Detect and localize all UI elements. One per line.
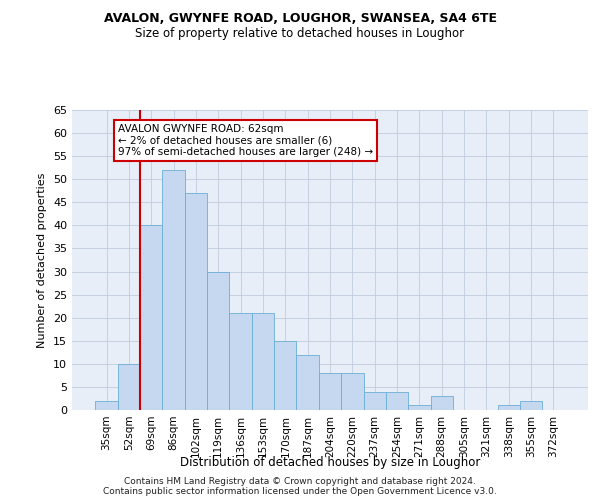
Y-axis label: Number of detached properties: Number of detached properties — [37, 172, 47, 348]
Bar — [95, 401, 118, 410]
Bar — [296, 354, 319, 410]
Bar — [140, 226, 163, 410]
Bar — [163, 170, 185, 410]
Text: Contains HM Land Registry data © Crown copyright and database right 2024.: Contains HM Land Registry data © Crown c… — [124, 477, 476, 486]
Bar — [229, 313, 252, 410]
Bar — [408, 406, 431, 410]
Bar — [386, 392, 408, 410]
Bar — [431, 396, 453, 410]
Bar — [341, 373, 364, 410]
Text: Size of property relative to detached houses in Loughor: Size of property relative to detached ho… — [136, 28, 464, 40]
Text: AVALON, GWYNFE ROAD, LOUGHOR, SWANSEA, SA4 6TE: AVALON, GWYNFE ROAD, LOUGHOR, SWANSEA, S… — [104, 12, 497, 26]
Bar — [364, 392, 386, 410]
Bar — [520, 401, 542, 410]
Text: AVALON GWYNFE ROAD: 62sqm
← 2% of detached houses are smaller (6)
97% of semi-de: AVALON GWYNFE ROAD: 62sqm ← 2% of detach… — [118, 124, 373, 157]
Bar — [497, 406, 520, 410]
Bar — [118, 364, 140, 410]
Bar — [185, 193, 207, 410]
Bar — [274, 341, 296, 410]
Text: Contains public sector information licensed under the Open Government Licence v3: Contains public sector information licen… — [103, 487, 497, 496]
Bar — [252, 313, 274, 410]
Bar — [319, 373, 341, 410]
Bar — [207, 272, 229, 410]
Text: Distribution of detached houses by size in Loughor: Distribution of detached houses by size … — [180, 456, 480, 469]
